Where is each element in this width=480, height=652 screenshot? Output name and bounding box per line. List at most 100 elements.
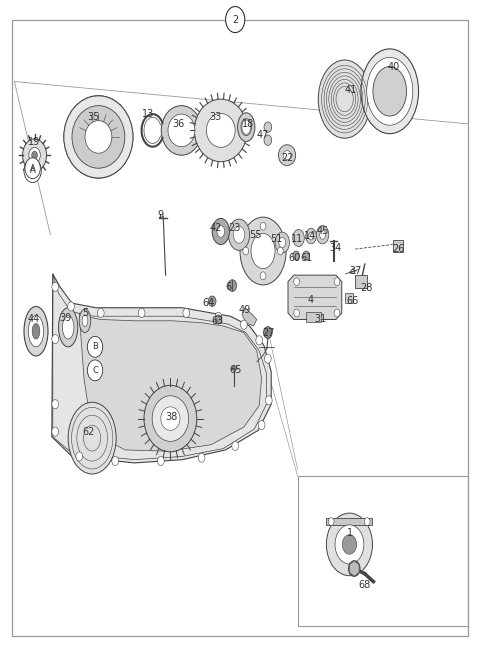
Ellipse shape: [59, 308, 78, 347]
Ellipse shape: [85, 121, 112, 153]
Text: 40: 40: [387, 61, 400, 72]
Ellipse shape: [161, 407, 180, 430]
Text: C: C: [92, 366, 98, 375]
Circle shape: [52, 400, 59, 409]
Ellipse shape: [152, 396, 189, 441]
Ellipse shape: [161, 106, 202, 155]
Ellipse shape: [233, 226, 245, 243]
Circle shape: [25, 158, 40, 179]
Circle shape: [52, 282, 59, 291]
Circle shape: [293, 251, 300, 260]
Text: 55: 55: [249, 230, 262, 240]
Circle shape: [264, 122, 272, 132]
Polygon shape: [326, 518, 372, 525]
Bar: [298, 476, 468, 626]
Text: 36: 36: [172, 119, 185, 129]
Ellipse shape: [326, 513, 372, 576]
Bar: [345, 293, 353, 303]
Polygon shape: [242, 308, 257, 326]
Circle shape: [256, 336, 263, 345]
Text: 62: 62: [83, 426, 95, 437]
Text: 37: 37: [349, 265, 361, 276]
Ellipse shape: [79, 309, 91, 333]
Circle shape: [243, 247, 249, 255]
Ellipse shape: [251, 233, 275, 269]
Ellipse shape: [320, 230, 325, 239]
Ellipse shape: [242, 120, 251, 134]
Text: 11: 11: [290, 234, 303, 244]
Ellipse shape: [206, 113, 235, 147]
Text: 35: 35: [87, 112, 100, 123]
Circle shape: [328, 518, 334, 526]
Text: 22: 22: [282, 153, 294, 163]
Ellipse shape: [29, 147, 40, 163]
Text: 60: 60: [288, 252, 301, 263]
Ellipse shape: [309, 232, 313, 240]
Ellipse shape: [194, 99, 247, 162]
Text: 68: 68: [359, 580, 371, 591]
Polygon shape: [349, 561, 359, 576]
Text: 31: 31: [314, 314, 327, 325]
Ellipse shape: [367, 57, 413, 125]
Text: 49: 49: [239, 304, 251, 315]
Circle shape: [97, 308, 104, 318]
Text: 6: 6: [226, 282, 231, 292]
Text: 1: 1: [348, 528, 353, 539]
Circle shape: [348, 561, 360, 576]
Text: B: B: [92, 342, 98, 351]
Text: 19: 19: [28, 137, 41, 147]
Text: 66: 66: [347, 296, 359, 306]
Text: 39: 39: [59, 313, 72, 323]
Circle shape: [87, 336, 103, 357]
Text: 34: 34: [329, 243, 341, 253]
Ellipse shape: [64, 96, 133, 178]
Circle shape: [52, 334, 59, 344]
Text: 13: 13: [142, 109, 154, 119]
Text: 65: 65: [229, 365, 241, 376]
Ellipse shape: [217, 226, 225, 237]
Text: 18: 18: [242, 119, 254, 129]
Text: 2: 2: [232, 14, 239, 25]
Circle shape: [24, 159, 41, 183]
Circle shape: [112, 456, 119, 466]
Ellipse shape: [373, 67, 407, 116]
Circle shape: [258, 421, 265, 430]
Ellipse shape: [293, 230, 304, 246]
Ellipse shape: [275, 232, 289, 253]
Circle shape: [215, 312, 222, 321]
Ellipse shape: [32, 323, 40, 339]
Circle shape: [215, 315, 222, 324]
Bar: [393, 240, 403, 252]
Circle shape: [264, 135, 272, 145]
Circle shape: [52, 427, 59, 436]
Ellipse shape: [279, 237, 286, 248]
Ellipse shape: [168, 114, 195, 147]
Ellipse shape: [72, 106, 125, 168]
Text: 5: 5: [82, 308, 89, 318]
Circle shape: [228, 280, 237, 291]
Ellipse shape: [240, 217, 286, 285]
Circle shape: [260, 222, 266, 230]
Text: 27: 27: [263, 327, 275, 338]
Circle shape: [68, 302, 74, 311]
Text: 26: 26: [392, 244, 405, 254]
Ellipse shape: [361, 49, 419, 134]
Ellipse shape: [306, 228, 316, 244]
Circle shape: [232, 366, 236, 371]
Ellipse shape: [82, 315, 88, 327]
Text: 9: 9: [158, 210, 164, 220]
Polygon shape: [52, 274, 271, 463]
Text: 14: 14: [303, 231, 316, 241]
Ellipse shape: [62, 316, 74, 339]
Ellipse shape: [342, 535, 357, 554]
Circle shape: [294, 309, 300, 317]
Text: 44: 44: [27, 314, 40, 325]
Text: 63: 63: [211, 316, 224, 326]
Ellipse shape: [316, 226, 329, 244]
Circle shape: [76, 452, 83, 461]
Bar: [306, 312, 321, 322]
Bar: [355, 275, 367, 288]
Text: 4: 4: [308, 295, 314, 305]
Circle shape: [334, 309, 340, 317]
Circle shape: [32, 151, 37, 159]
